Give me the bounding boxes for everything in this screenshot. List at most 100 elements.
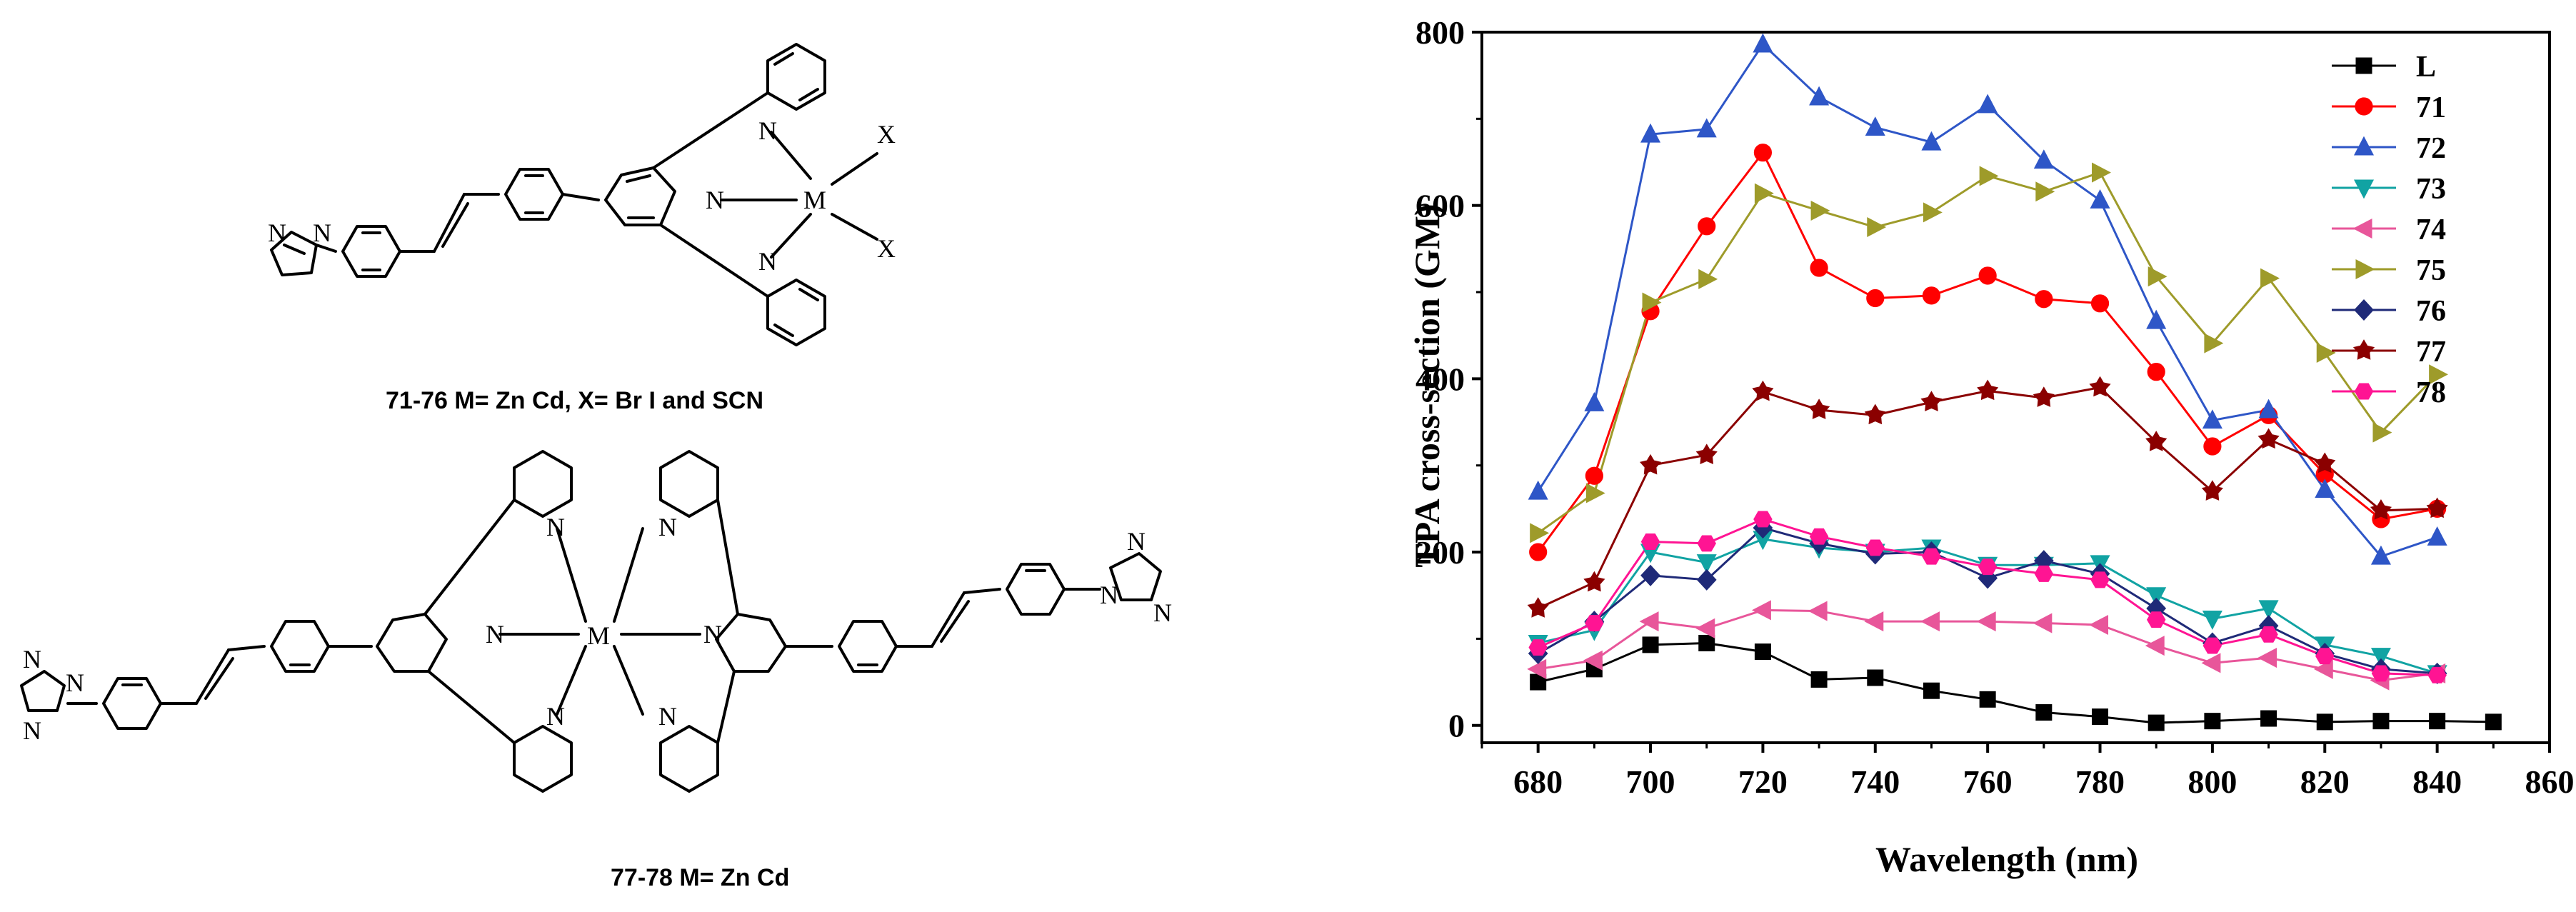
series-72-point: [1528, 480, 1548, 500]
series-78-point: [1528, 639, 1548, 656]
legend-78-label: 78: [2416, 376, 2446, 409]
series-76-point: [1978, 567, 1998, 589]
series-77-point: [2370, 498, 2392, 520]
series-77-point: [2145, 431, 2167, 451]
series-73-point: [2146, 587, 2167, 607]
x-tick-label: 700: [1626, 763, 1675, 800]
x-tick-label: 720: [1738, 763, 1788, 800]
series-74-point: [1808, 601, 1828, 621]
series-75-point: [2147, 266, 2167, 287]
series-77-point: [1583, 571, 1605, 592]
series-71-line: [1537, 150, 2437, 553]
top-lower-pyridine: [766, 279, 826, 346]
series-77-point: [1527, 597, 1549, 618]
x-tick-label: 820: [2300, 763, 2350, 800]
legend-77-marker: [2352, 339, 2375, 360]
series-75-point: [2260, 268, 2280, 289]
series-75-point: [1867, 216, 1887, 238]
x-tick-label: 760: [1963, 763, 2013, 800]
series-76-line: [1537, 526, 2437, 675]
series-71-point: [1698, 217, 1716, 236]
series-74-point: [2313, 658, 2333, 679]
series-78-point: [2371, 665, 2391, 682]
series-72-point: [1809, 86, 1830, 106]
legend-71-marker: [2355, 97, 2373, 116]
series-72-point: [1640, 123, 1661, 143]
y-axis-label: TPA cross-section (GM): [1407, 204, 1447, 567]
atom-label-n: N: [758, 116, 777, 145]
series-75-point: [1530, 523, 1550, 543]
series-78-point: [1978, 558, 1998, 576]
series-74-point: [1864, 611, 1884, 632]
series-78-point: [1809, 528, 1829, 545]
series-73-point: [2370, 648, 2391, 668]
series-74-point: [1752, 600, 1771, 621]
top-structure-caption: 71-76 M= Zn Cd, X= Br I and SCN: [386, 387, 763, 414]
structures-panel: N N N N N M X X N N N N N N N N N M N N …: [20, 43, 1172, 891]
series-72-point: [1978, 94, 1998, 114]
top-central-pyridine: [604, 166, 676, 226]
series-l-point: [1754, 643, 1771, 661]
series-l-point: [2429, 713, 2446, 730]
series-71-point: [2090, 294, 2110, 313]
series-71-point: [1753, 144, 1773, 162]
atom-label-n: N: [1100, 581, 1118, 609]
series-72-point: [2090, 189, 2110, 209]
series-78-point: [2259, 626, 2278, 643]
series-71-point: [2147, 363, 2165, 381]
series-73-point: [2202, 610, 2222, 630]
series-78-point: [2202, 637, 2222, 654]
series-l-point: [1642, 636, 1659, 653]
series-78-point: [2315, 648, 2335, 665]
series-72-point: [1584, 391, 1605, 411]
series-l-point: [1979, 691, 1996, 708]
series-72-point: [1753, 33, 1773, 53]
series-l-point: [2260, 710, 2277, 727]
series-75-point: [1979, 166, 1999, 186]
atom-label-n: N: [23, 645, 41, 673]
y-tick-label: 0: [1448, 708, 1465, 744]
series-l-point: [2147, 714, 2165, 731]
x-tick-label: 860: [2525, 763, 2575, 800]
series-77-point: [2089, 376, 2111, 397]
series-78-point: [1865, 539, 1885, 556]
series-78-point: [2427, 666, 2447, 683]
series-72-point: [2202, 409, 2222, 429]
series-l-point: [1923, 682, 1940, 699]
series-75-point: [2204, 333, 2224, 354]
x-tick-label: 780: [2075, 763, 2125, 800]
series-74-point: [2257, 648, 2277, 668]
series-77-point: [2426, 497, 2448, 518]
series-77-point: [2033, 386, 2055, 407]
series-75-point: [2429, 364, 2449, 385]
series-77-point: [1808, 399, 1830, 419]
series-77-point: [1639, 454, 1662, 475]
series-75-point: [1698, 269, 1718, 289]
atom-label-n: N: [1153, 598, 1172, 627]
series-71-point: [1585, 466, 1603, 485]
series-74-point: [2145, 636, 2165, 656]
series-71-point: [1866, 289, 1885, 308]
series-72-line: [1537, 42, 2438, 558]
atom-label-n: N: [268, 219, 286, 247]
series-78-point: [1753, 511, 1773, 528]
series-72-point: [1921, 131, 1942, 151]
legend-78-marker: [2354, 383, 2374, 400]
series-l-point: [2316, 713, 2333, 731]
series-71-point: [1922, 286, 1941, 305]
atom-label-x: X: [877, 234, 896, 263]
atom-label-n: N: [658, 702, 677, 731]
series-77-point: [2314, 452, 2336, 473]
atom-label-n: N: [1127, 527, 1146, 556]
series-76-point: [1640, 564, 1660, 586]
series-75-point: [2316, 342, 2336, 363]
series-74-point: [2089, 614, 2109, 636]
bottom-right-central-pyridine: [715, 613, 787, 673]
x-tick-label: 840: [2412, 763, 2462, 800]
series-77-point: [1977, 379, 1999, 401]
legend-l-label: L: [2416, 51, 2436, 84]
series-75-point: [1754, 183, 1774, 204]
series-74-point: [2033, 613, 2053, 633]
atom-label-n: N: [658, 513, 677, 541]
legend-l-marker: [2355, 57, 2372, 74]
